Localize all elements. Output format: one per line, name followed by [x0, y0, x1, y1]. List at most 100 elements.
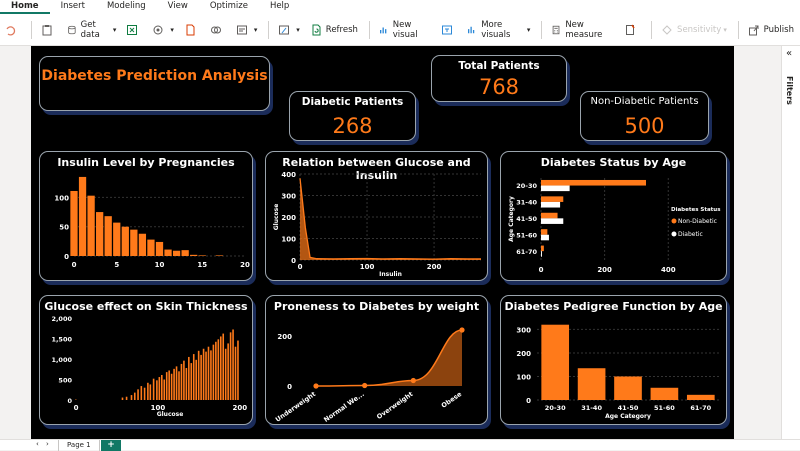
text-box-button[interactable]: [437, 19, 461, 41]
x-tick-label: 31-40: [581, 404, 602, 412]
file-button[interactable]: [180, 19, 204, 41]
x-tick-label: 20-30: [545, 404, 566, 412]
bar: [186, 368, 188, 400]
menu-modeling[interactable]: Modeling: [96, 0, 157, 14]
bar: [134, 393, 136, 400]
kpi-non-diabetic-value: 500: [581, 114, 708, 138]
x-tick-label: Obese: [440, 390, 464, 410]
bar: [235, 347, 237, 400]
sensitivity-icon: [661, 24, 673, 36]
chevron-down-icon: ▾: [254, 26, 258, 34]
page-tab[interactable]: Page 1: [58, 440, 100, 451]
legend-marker: [672, 219, 677, 224]
x-tick-label: 200: [427, 263, 442, 271]
bar: [190, 255, 197, 256]
new-measure-label: New measure: [565, 20, 614, 40]
bar: [156, 380, 158, 400]
excel-button[interactable]: [122, 19, 146, 41]
x-tick-label: 15: [197, 261, 207, 269]
undo-button[interactable]: [0, 19, 24, 41]
bar: [541, 235, 549, 241]
x-tick-label: 100: [360, 263, 375, 271]
bar: [168, 370, 170, 400]
y-tick-label: 31-40: [516, 199, 537, 207]
filters-label: Filters: [785, 76, 794, 105]
legend-label: Diabetic: [678, 231, 703, 238]
bar: [651, 388, 679, 400]
y-axis-label: Glucose: [273, 204, 280, 231]
new-visual-button[interactable]: New visual: [375, 19, 436, 41]
kpi-non-diabetic-patients[interactable]: Non-Diabetic Patients 500: [580, 91, 709, 141]
bar: [173, 369, 175, 400]
bar: [137, 389, 139, 400]
new-visual-icon: [379, 24, 389, 36]
menu-home[interactable]: Home: [0, 0, 50, 14]
quick-measure-button[interactable]: [620, 19, 644, 41]
x-axis-label: Insulin: [379, 271, 402, 278]
bar: [164, 250, 171, 256]
report-title-card[interactable]: Diabetes Prediction Analysis: [39, 56, 270, 111]
y-tick-label: 300: [516, 326, 531, 334]
page-nav-prev-icon[interactable]: ‹: [36, 440, 39, 448]
series-line: [300, 178, 481, 259]
publish-icon: [748, 24, 760, 36]
collapse-pane-icon[interactable]: «: [786, 48, 792, 59]
kpi-total-patients[interactable]: Total Patients 768: [431, 55, 567, 102]
add-page-button[interactable]: +: [101, 440, 121, 451]
paste-button[interactable]: [37, 19, 61, 41]
bar: [541, 218, 563, 224]
bar: [176, 366, 178, 400]
text-box-icon: [441, 24, 453, 36]
bar: [205, 352, 207, 400]
page-nav-next-icon[interactable]: ›: [46, 440, 49, 448]
x-tick-label: 400: [661, 266, 676, 274]
bar: [687, 395, 715, 400]
onelake-icon: [152, 24, 164, 36]
recent-sources-icon: [236, 24, 248, 36]
refresh-button[interactable]: Refresh: [306, 19, 362, 41]
chevron-down-icon: ▾: [527, 26, 531, 34]
new-measure-button[interactable]: New measure: [547, 19, 618, 41]
y-tick-label: 100: [281, 236, 296, 244]
get-data-label: Get data: [81, 20, 111, 40]
menu-help[interactable]: Help: [259, 0, 300, 14]
dataverse-button[interactable]: [206, 19, 230, 41]
x-tick-label: Overweight: [375, 390, 414, 421]
bar: [200, 355, 202, 400]
bar: [141, 386, 143, 400]
ribbon-divider: [651, 21, 652, 39]
bar: [113, 223, 120, 256]
y-tick-label: 20-30: [516, 182, 537, 190]
x-tick-label: Normal We...: [322, 390, 366, 424]
menu-insert[interactable]: Insert: [50, 0, 96, 14]
get-data-button[interactable]: Get data▾: [63, 19, 121, 41]
filters-pane[interactable]: « Filters: [781, 46, 800, 439]
paste-icon: [41, 24, 53, 36]
calculator-icon: [551, 24, 561, 36]
y-tick-label: 200: [277, 333, 292, 341]
menu-optimize[interactable]: Optimize: [199, 0, 259, 14]
y-tick-label: 300: [281, 193, 296, 201]
onelake-button[interactable]: ▾: [148, 19, 178, 41]
publish-button[interactable]: Publish: [744, 19, 798, 41]
bar: [79, 177, 86, 256]
sensitivity-button[interactable]: Sensitivity▾: [657, 19, 731, 41]
menu-view[interactable]: View: [157, 0, 199, 14]
recent-sources-button[interactable]: ▾: [232, 19, 262, 41]
more-visuals-button[interactable]: More visuals▾: [463, 19, 534, 41]
transform-icon: [278, 24, 290, 36]
bar: [173, 251, 180, 256]
x-tick-label: 5: [114, 261, 119, 269]
bar: [541, 229, 547, 235]
kpi-diabetic-patients[interactable]: Diabetic Patients 268: [289, 91, 416, 141]
bar: [227, 343, 229, 400]
bar: [230, 332, 232, 400]
transform-button[interactable]: ▾: [274, 19, 304, 41]
